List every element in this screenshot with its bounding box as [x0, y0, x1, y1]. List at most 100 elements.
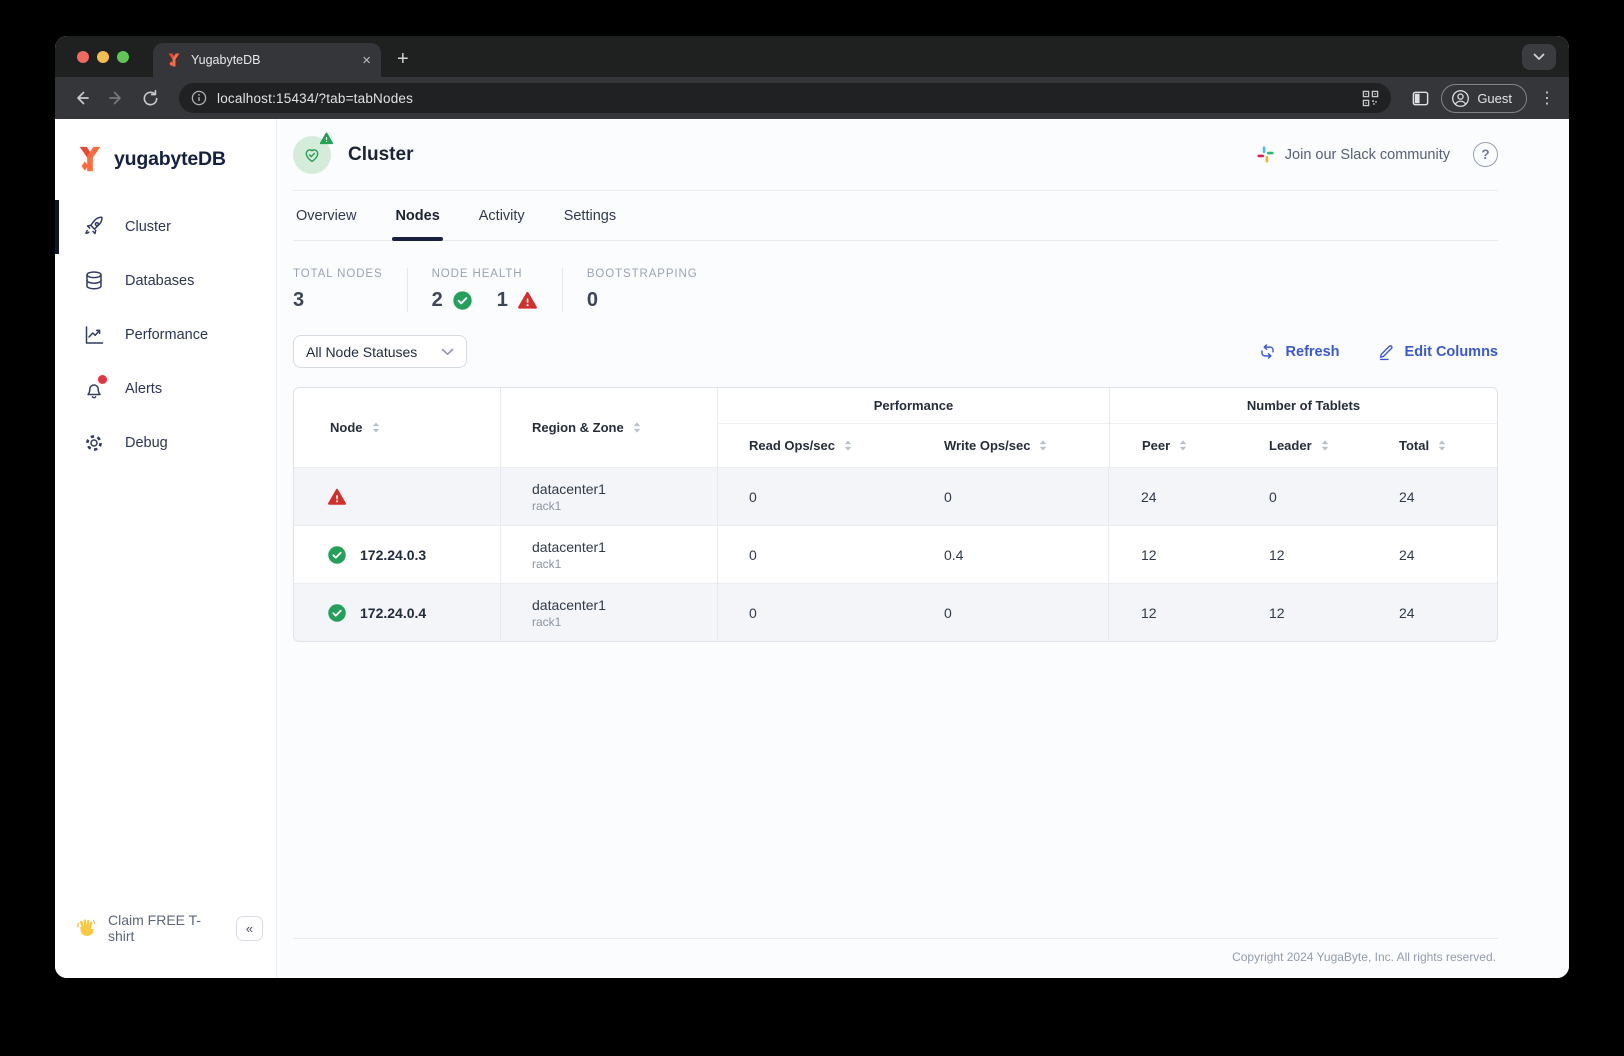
reload-button[interactable] — [137, 85, 163, 111]
edit-columns-button[interactable]: Edit Columns — [1377, 342, 1498, 361]
profile-label: Guest — [1477, 90, 1512, 106]
nodes-table: Node Region & Zone Performance Number of… — [293, 387, 1498, 642]
help-button[interactable]: ? — [1473, 142, 1498, 167]
table-row[interactable]: datacenter1 rack1 0 0 24 0 24 — [294, 467, 1497, 525]
check-circle-icon — [328, 545, 346, 564]
back-arrow-icon — [77, 91, 89, 105]
sidebar-item-debug[interactable]: Debug — [55, 416, 276, 470]
browser-tab[interactable]: YugabyteDB × — [153, 43, 381, 77]
column-header-read-ops[interactable]: Read Ops/sec — [718, 424, 913, 467]
stat-bootstrapping: BOOTSTRAPPING 0 — [587, 268, 722, 312]
sidebar: yugabyteDB Cluster — [55, 119, 277, 978]
total-tablets: 24 — [1399, 488, 1415, 505]
forward-button[interactable] — [103, 85, 129, 111]
table-row[interactable]: 172.24.0.4 datacenter1 rack1 0 0 12 12 2… — [294, 583, 1497, 641]
sidebar-item-performance[interactable]: Performance — [55, 308, 276, 362]
waving-hand-icon — [77, 919, 95, 936]
leader-tablets: 12 — [1269, 546, 1285, 563]
sort-icon — [844, 440, 852, 451]
page-title: Cluster — [348, 143, 414, 165]
write-ops: 0 — [913, 468, 1109, 525]
qr-code-icon[interactable] — [1362, 90, 1379, 107]
tab-close-icon[interactable]: × — [362, 51, 371, 69]
stat-node-health: NODE HEALTH 2 1 — [432, 268, 563, 312]
column-header-leader[interactable]: Leader — [1239, 424, 1369, 467]
write-ops: 0.4 — [913, 526, 1109, 583]
profile-button[interactable]: Guest — [1441, 83, 1527, 113]
table-row[interactable]: 172.24.0.3 datacenter1 rack1 0 0.4 12 12… — [294, 525, 1497, 583]
sort-icon — [633, 422, 640, 433]
leader-tablets: 0 — [1269, 488, 1277, 505]
column-header-region-zone[interactable]: Region & Zone — [501, 388, 718, 467]
column-header-write-ops[interactable]: Write Ops/sec — [913, 424, 1109, 467]
sort-icon — [372, 422, 379, 433]
reload-icon — [143, 89, 157, 105]
node-status-filter[interactable]: All Node Statuses — [293, 335, 467, 368]
warning-triangle-icon — [328, 488, 346, 505]
browser-menu-button[interactable]: ⋮ — [1539, 90, 1555, 107]
sidebar-collapse-button[interactable]: « — [236, 915, 263, 941]
chevron-down-icon — [441, 348, 454, 355]
pencil-icon — [1379, 345, 1393, 361]
maximize-window-button[interactable] — [117, 50, 129, 63]
url-bar[interactable]: localhost:15434/?tab=tabNodes — [179, 83, 1392, 113]
column-header-peer[interactable]: Peer — [1109, 424, 1239, 467]
tshirt-promo-label[interactable]: Claim FREE T-shirt — [108, 912, 202, 944]
back-button[interactable] — [69, 85, 95, 111]
sort-icon — [1040, 440, 1047, 451]
new-tab-button[interactable]: + — [397, 48, 409, 70]
side-panel-icon — [1412, 91, 1429, 105]
yugabytedb-logo-icon — [79, 146, 101, 172]
refresh-icon — [1260, 344, 1274, 359]
node-status-filter-value: All Node Statuses — [306, 343, 418, 360]
node-name: 172.24.0.3 — [360, 546, 427, 563]
app-logo: yugabyteDB — [55, 119, 276, 174]
chart-icon — [82, 323, 106, 347]
total-tablets: 24 — [1399, 546, 1415, 563]
edit-columns-label: Edit Columns — [1404, 343, 1498, 360]
sidebar-item-label: Alerts — [125, 381, 163, 397]
tab-search-chevron-button[interactable] — [1522, 44, 1556, 70]
header-actions: Join our Slack community ? — [1256, 142, 1498, 167]
leader-tablets: 12 — [1269, 604, 1285, 621]
stat-label: BOOTSTRAPPING — [586, 268, 698, 280]
sidebar-item-label: Debug — [125, 435, 168, 451]
refresh-label: Refresh — [1285, 343, 1340, 360]
column-header-total[interactable]: Total — [1369, 424, 1497, 467]
tab-nodes[interactable]: Nodes — [392, 191, 444, 241]
refresh-button[interactable]: Refresh — [1258, 342, 1340, 361]
sidebar-item-cluster[interactable]: Cluster — [55, 200, 276, 254]
minimize-window-button[interactable] — [97, 50, 109, 63]
read-ops: 0 — [749, 546, 757, 563]
peer-tablets: 24 — [1141, 488, 1157, 505]
table-controls: All Node Statuses Refresh — [293, 335, 1498, 368]
slack-icon — [1257, 146, 1274, 163]
close-window-button[interactable] — [77, 50, 89, 63]
side-panel-button[interactable] — [1407, 85, 1433, 111]
rocket-icon — [82, 215, 106, 239]
sidebar-item-label: Cluster — [125, 219, 171, 235]
cluster-warning-badge-icon — [319, 131, 334, 151]
stat-value: 3 — [293, 289, 305, 311]
zone: rack1 — [532, 556, 562, 571]
chevron-down-icon — [1533, 53, 1545, 60]
slack-community-link[interactable]: Join our Slack community — [1256, 145, 1450, 164]
tab-activity[interactable]: Activity — [478, 207, 525, 224]
browser-tab-strip: YugabyteDB × + — [55, 36, 1569, 77]
healthy-nodes: 2 — [432, 289, 473, 312]
url-text[interactable]: localhost:15434/?tab=tabNodes — [217, 90, 414, 106]
tab-settings[interactable]: Settings — [563, 207, 617, 224]
yugabytedb-favicon — [168, 53, 180, 67]
column-header-node[interactable]: Node — [294, 388, 501, 467]
region: datacenter1 — [532, 596, 606, 613]
browser-window: YugabyteDB × + — [55, 36, 1569, 978]
peer-tablets: 12 — [1141, 546, 1157, 563]
sort-icon — [1179, 440, 1187, 451]
sidebar-nav: Cluster Databases — [55, 200, 276, 470]
main-content: Cluster Join our Slack community ? — [277, 119, 1569, 978]
tab-overview[interactable]: Overview — [296, 207, 357, 224]
stat-total-nodes: TOTAL NODES 3 — [293, 268, 408, 312]
sidebar-item-databases[interactable]: Databases — [55, 254, 276, 308]
cluster-health-badge — [293, 132, 334, 174]
sidebar-item-alerts[interactable]: Alerts — [55, 362, 276, 416]
